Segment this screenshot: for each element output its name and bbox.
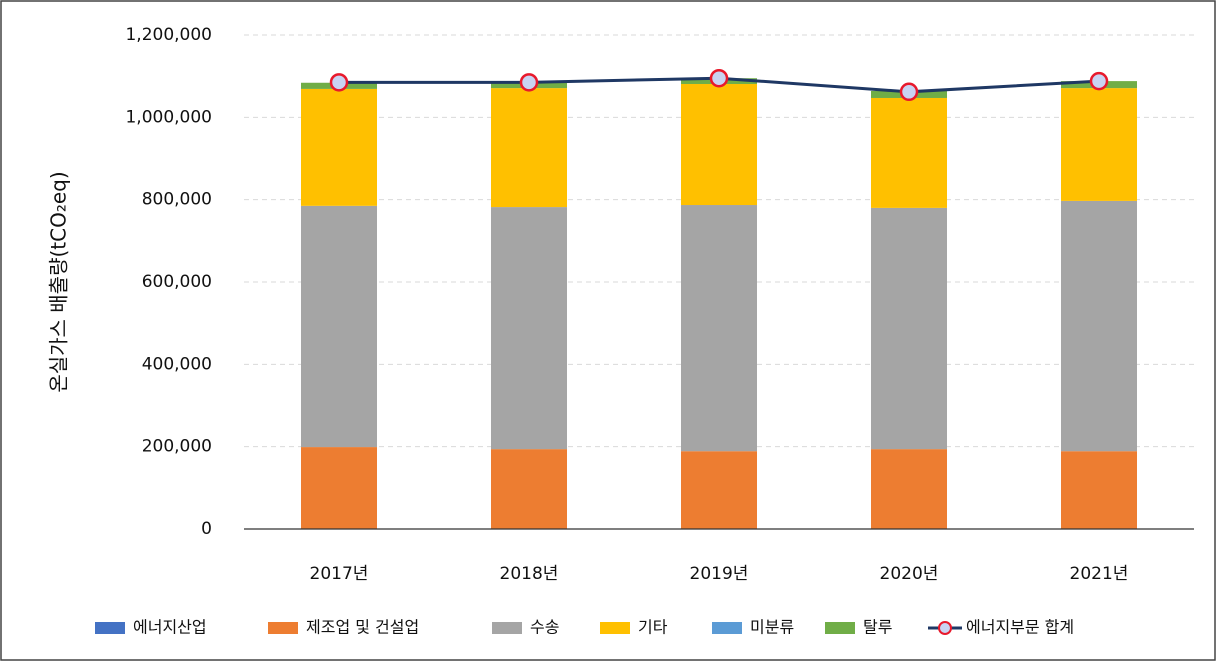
bar-segment [1061, 200, 1137, 452]
bar-segment [301, 205, 377, 448]
y-tick-label: 200,000 [142, 437, 212, 457]
legend-label: 에너지부문 합계 [966, 618, 1074, 637]
bar-segment [1061, 88, 1137, 201]
bar-segment [681, 205, 757, 452]
legend-swatch [600, 622, 630, 634]
bar-segment [871, 207, 947, 450]
legend-label: 탈루 [863, 618, 892, 637]
legend-swatch [268, 622, 298, 634]
bar-segment [681, 451, 757, 529]
line-marker [519, 73, 539, 92]
x-tick-label: 2020년 [880, 564, 939, 584]
legend-label: 미분류 [750, 618, 794, 637]
x-tick-label: 2021년 [1070, 564, 1129, 584]
x-tick-label: 2017년 [310, 564, 369, 584]
y-tick-label: 1,000,000 [125, 107, 212, 127]
legend-label: 에너지산업 [133, 618, 207, 637]
legend-swatch [492, 622, 522, 634]
x-tick-label: 2019년 [690, 564, 749, 584]
legend-swatch [95, 622, 125, 634]
bar-segment [491, 449, 567, 529]
line-marker [899, 82, 919, 102]
legend-label: 기타 [638, 618, 668, 637]
y-axis-label: 온실가스 배출량(tCO₂eq) [47, 171, 71, 392]
bar-segment [871, 97, 947, 208]
bar-segment [1061, 451, 1137, 529]
bar-segment [681, 83, 757, 206]
bar-segment [491, 88, 567, 208]
bar-segment [301, 88, 377, 206]
y-tick-label: 600,000 [142, 272, 212, 292]
y-tick-label: 1,200,000 [125, 25, 212, 45]
legend-swatch [825, 622, 855, 634]
bar-segment [491, 207, 567, 450]
legend-label: 제조업 및 건설업 [306, 618, 419, 637]
x-tick-label: 2018년 [500, 564, 559, 584]
legend-label: 수송 [530, 618, 559, 637]
bar-segment [871, 449, 947, 529]
y-tick-label: 400,000 [142, 354, 212, 374]
legend-marker [938, 621, 952, 635]
bar-segment [301, 447, 377, 529]
line-marker [329, 73, 349, 92]
line-marker [1089, 71, 1109, 91]
legend-swatch [712, 622, 742, 634]
y-tick-label: 0 [201, 519, 212, 539]
y-tick-label: 800,000 [142, 190, 212, 210]
line-marker [709, 68, 729, 88]
